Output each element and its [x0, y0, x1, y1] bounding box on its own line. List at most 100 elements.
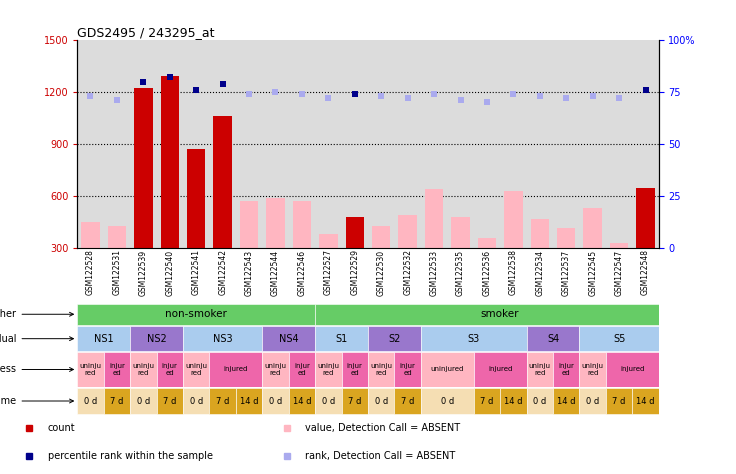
Text: GSM122538: GSM122538: [509, 249, 518, 295]
Bar: [526, 353, 553, 387]
Bar: [345, 217, 364, 248]
Bar: [394, 353, 421, 387]
Text: S1: S1: [336, 334, 347, 344]
Bar: [107, 226, 126, 248]
Bar: [557, 228, 576, 248]
Text: other: other: [0, 309, 74, 319]
Text: smoker: smoker: [481, 309, 520, 319]
Bar: [183, 388, 210, 414]
Text: injured: injured: [488, 366, 512, 373]
Text: 0 d: 0 d: [190, 397, 203, 405]
Bar: [315, 353, 342, 387]
Text: count: count: [48, 423, 76, 433]
Bar: [451, 217, 470, 248]
Bar: [421, 353, 474, 387]
Bar: [474, 388, 500, 414]
Bar: [315, 327, 368, 351]
Bar: [500, 388, 526, 414]
Text: 14 d: 14 d: [636, 397, 655, 405]
Bar: [526, 388, 553, 414]
Bar: [526, 327, 579, 351]
Bar: [474, 353, 526, 387]
Text: value, Detection Call = ABSENT: value, Detection Call = ABSENT: [305, 423, 461, 433]
Text: uninjured: uninjured: [431, 366, 464, 373]
Text: GSM122534: GSM122534: [535, 249, 545, 296]
Bar: [421, 327, 526, 351]
Text: stress: stress: [0, 365, 74, 374]
Bar: [579, 353, 606, 387]
Bar: [293, 201, 311, 248]
Text: GSM122545: GSM122545: [588, 249, 597, 296]
Bar: [610, 243, 629, 248]
Bar: [531, 219, 549, 248]
Text: 7 d: 7 d: [163, 397, 177, 405]
Text: GDS2495 / 243295_at: GDS2495 / 243295_at: [77, 26, 215, 39]
Text: GSM122532: GSM122532: [403, 249, 412, 295]
Bar: [160, 76, 179, 248]
Bar: [553, 388, 579, 414]
Text: GSM122529: GSM122529: [350, 249, 359, 295]
Text: GSM122540: GSM122540: [166, 249, 174, 296]
Bar: [315, 304, 659, 325]
Text: non-smoker: non-smoker: [166, 309, 227, 319]
Bar: [289, 388, 315, 414]
Text: uninju
red: uninju red: [264, 363, 286, 376]
Bar: [398, 215, 417, 248]
Bar: [394, 388, 421, 414]
Text: GSM122548: GSM122548: [641, 249, 650, 295]
Text: 0 d: 0 d: [586, 397, 599, 405]
Text: 14 d: 14 d: [504, 397, 523, 405]
Text: injur
ed: injur ed: [400, 363, 416, 376]
Text: S2: S2: [389, 334, 400, 344]
Bar: [553, 353, 579, 387]
Bar: [606, 353, 659, 387]
Text: percentile rank within the sample: percentile rank within the sample: [48, 451, 213, 461]
Bar: [584, 209, 602, 248]
Bar: [315, 388, 342, 414]
Bar: [504, 191, 523, 248]
Bar: [342, 353, 368, 387]
Bar: [266, 198, 285, 248]
Text: GSM122541: GSM122541: [191, 249, 201, 295]
Text: GSM122544: GSM122544: [271, 249, 280, 296]
Text: uninju
red: uninju red: [79, 363, 102, 376]
Text: S3: S3: [467, 334, 480, 344]
Bar: [425, 189, 443, 248]
Bar: [77, 353, 104, 387]
Text: injured: injured: [224, 366, 248, 373]
Text: injur
ed: injur ed: [162, 363, 177, 376]
Bar: [632, 388, 659, 414]
Text: 0 d: 0 d: [375, 397, 388, 405]
Bar: [236, 388, 262, 414]
Bar: [187, 149, 205, 248]
Text: 0 d: 0 d: [322, 397, 335, 405]
Text: GSM122537: GSM122537: [562, 249, 570, 296]
Text: 7 d: 7 d: [216, 397, 230, 405]
Bar: [104, 388, 130, 414]
Text: GSM122527: GSM122527: [324, 249, 333, 295]
Text: 0 d: 0 d: [441, 397, 454, 405]
Bar: [210, 388, 236, 414]
Text: individual: individual: [0, 334, 74, 344]
Bar: [134, 89, 152, 248]
Bar: [183, 327, 262, 351]
Text: uninju
red: uninju red: [185, 363, 208, 376]
Bar: [77, 327, 130, 351]
Text: injur
ed: injur ed: [109, 363, 125, 376]
Bar: [579, 388, 606, 414]
Bar: [262, 388, 289, 414]
Bar: [478, 238, 496, 248]
Bar: [372, 226, 391, 248]
Bar: [210, 353, 262, 387]
Bar: [81, 222, 100, 248]
Text: NS3: NS3: [213, 334, 233, 344]
Bar: [183, 353, 210, 387]
Bar: [606, 388, 632, 414]
Text: injur
ed: injur ed: [559, 363, 574, 376]
Text: GSM122546: GSM122546: [297, 249, 306, 296]
Bar: [104, 353, 130, 387]
Text: 0 d: 0 d: [137, 397, 150, 405]
Bar: [157, 353, 183, 387]
Bar: [368, 353, 394, 387]
Text: GSM122547: GSM122547: [615, 249, 623, 296]
